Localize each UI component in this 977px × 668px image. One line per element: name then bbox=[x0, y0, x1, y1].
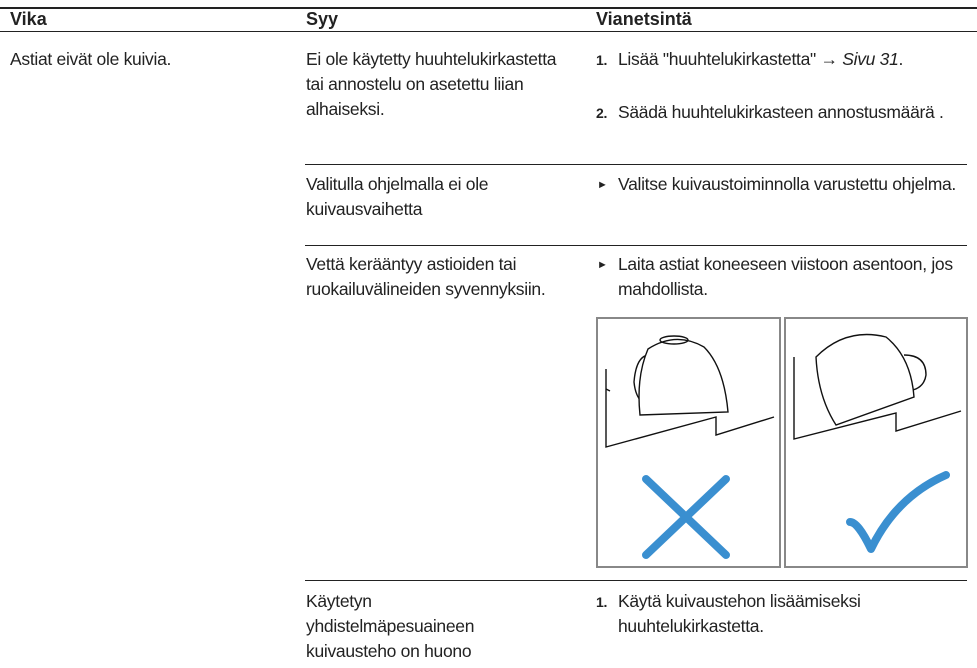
cause: Valitulla ohjelmalla ei ole kuivausvaihe… bbox=[306, 174, 489, 219]
rule bbox=[305, 580, 967, 581]
cause: Käytetyn yhdistelmäpesuaineen kuivausteh… bbox=[306, 591, 475, 661]
header: Vianetsintä bbox=[596, 9, 692, 29]
step-text: Valitse kuivaustoiminnolla varustettu oh… bbox=[618, 174, 956, 194]
step-text: Lisää "huuhtelukirkastetta" → bbox=[618, 49, 838, 69]
step-number: 2. bbox=[596, 105, 608, 121]
step: 1. Käytä kuivaustehon lisäämiseksi huuhte… bbox=[596, 589, 966, 639]
step-text: Käytä kuivaustehon lisäämiseksi huuhtelu… bbox=[618, 591, 861, 636]
step: 1. Lisää "huuhtelukirkastetta" → Sivu 31. bbox=[596, 47, 966, 72]
header: Syy bbox=[306, 9, 339, 29]
check bbox=[846, 471, 950, 553]
rule bbox=[0, 7, 977, 9]
right-cup bbox=[793, 333, 962, 440]
step-text: Laita astiat koneeseen viistoon asentoon… bbox=[618, 254, 953, 299]
step: ► Valitse kuivaustoiminnolla varustettu o… bbox=[596, 172, 966, 197]
cross bbox=[642, 475, 730, 559]
step-text: Säädä huuhtelukirkasteen annostusmäärä . bbox=[618, 102, 944, 122]
wrong-cup bbox=[605, 335, 775, 448]
step-number: 1. bbox=[596, 594, 608, 610]
rule bbox=[305, 245, 967, 246]
step: ► Laita astiat koneeseen viistoon asentoo… bbox=[596, 252, 966, 302]
step: 2. Säädä huuhtelukirkasteen annostusmäärä… bbox=[596, 100, 966, 125]
step-text: . bbox=[898, 49, 904, 69]
fault: Astiat eivät ole kuivia. bbox=[10, 49, 172, 69]
bullet: ► bbox=[597, 179, 608, 191]
page-ref: Sivu 31 bbox=[842, 49, 899, 69]
cause: Ei ole käytetty huuhtelukirkastetta tai … bbox=[306, 49, 557, 119]
cause: Vettä kerääntyy astioiden tai ruokailuvä… bbox=[306, 254, 546, 299]
illustration bbox=[596, 317, 968, 568]
rule bbox=[0, 31, 977, 32]
bullet: ► bbox=[597, 259, 608, 271]
header: Vika bbox=[10, 9, 47, 29]
rule bbox=[305, 164, 967, 165]
step-number: 1. bbox=[596, 52, 608, 68]
